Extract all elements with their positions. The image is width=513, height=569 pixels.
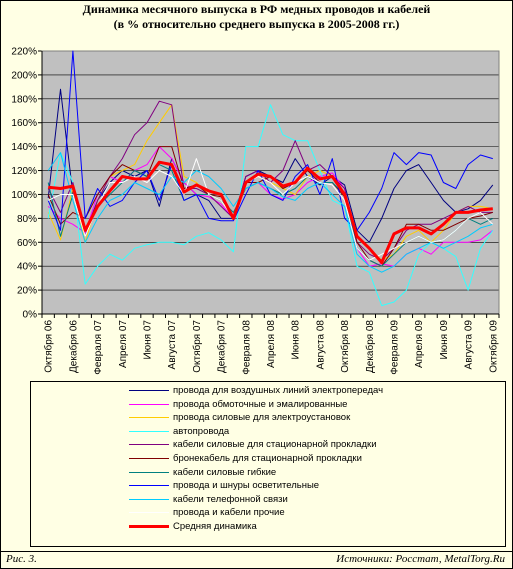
legend-swatch: [129, 512, 169, 514]
y-tick-label: 120%: [11, 166, 37, 177]
x-tick-label: Декабря 06: [67, 320, 79, 373]
x-tick-label: Августа 09: [464, 320, 475, 370]
legend-label: кабели силовые для стационарной прокладк…: [173, 439, 377, 451]
y-tick-label: 220%: [11, 47, 37, 58]
legend-swatch: [129, 498, 169, 500]
x-tick-label: Октября 06: [43, 320, 55, 373]
y-tick-label: 180%: [11, 94, 37, 105]
legend-swatch: [129, 458, 169, 459]
legend-swatch: [129, 485, 169, 487]
legend-item: Средняя динамика: [31, 520, 501, 533]
legend-label: автопровода: [173, 425, 230, 437]
y-tick-label: 20%: [17, 286, 37, 297]
legend-label: провода и кабели прочие: [173, 507, 285, 519]
chart-title-line-2: (в % относительно среднего выпуска в 200…: [113, 17, 400, 31]
x-tick-label: Октября 08: [339, 320, 351, 373]
legend-swatch: [129, 403, 169, 405]
x-tick-label: Апреля 09: [414, 320, 425, 368]
x-tick-label: Октября 09: [487, 320, 499, 373]
legend-item: бронекабель для стационарной прокладки: [31, 452, 501, 465]
legend-item: кабели силовые гибкие: [31, 466, 501, 479]
chart-legend: провода для воздушных линий электроперед…: [30, 381, 506, 547]
legend-label: бронекабель для стационарной прокладки: [173, 453, 362, 464]
x-tick-label: Декабря 08: [364, 320, 376, 373]
y-tick-label: 160%: [11, 118, 37, 129]
legend-item: кабели силовые для стационарной прокладк…: [31, 438, 501, 451]
y-tick-label: 140%: [11, 142, 37, 153]
x-tick-label: Декабря 07: [216, 320, 228, 373]
legend-label: Средняя динамика: [173, 521, 257, 532]
legend-label: провода для воздушных линий электроперед…: [173, 385, 384, 396]
x-tick-label: Октября 07: [191, 320, 203, 373]
legend-item: провода силовые для электроустановок: [31, 411, 501, 424]
legend-swatch: [129, 471, 169, 473]
series-line-10: [47, 158, 494, 261]
x-tick-label: Февраля 07: [93, 320, 104, 375]
legend-swatch: [129, 390, 169, 391]
footer-divider: [1, 551, 512, 552]
line-chart: 0% 20% 40% 60% 80% 100% 120% 140% 160% 180% 200% 22…: [11, 47, 500, 375]
legend-swatch: [129, 430, 169, 432]
x-tick-label: Апреля 08: [266, 320, 277, 368]
y-tick-label: 60%: [17, 238, 37, 249]
y-tick-label: 0%: [23, 310, 38, 321]
x-tick-label: Июня 09: [439, 320, 450, 360]
x-tick-label: Августа 08: [315, 320, 326, 370]
x-tick-label: Июня 07: [142, 320, 153, 360]
legend-item: провода и кабели прочие: [31, 506, 501, 519]
x-tick-label: Февраля 08: [241, 320, 252, 375]
source-text: Источники: Росстат, MetalTorg.Ru: [336, 553, 505, 565]
legend-swatch: [129, 525, 169, 528]
y-tick-label: 80%: [17, 214, 37, 225]
series-line-4: [47, 104, 494, 307]
legend-label: провода обмоточные и эмалированные: [173, 398, 348, 410]
x-tick-label: Апреля 07: [118, 320, 129, 368]
legend-item: кабели телефонной связи: [31, 493, 501, 506]
legend-item: автопровода: [31, 425, 501, 438]
legend-label: провода силовые для электроустановок: [173, 412, 351, 424]
chart-title: Динамика месячного выпуска в РФ медных п…: [0, 2, 513, 32]
legend-item: провода обмоточные и эмалированные: [31, 398, 501, 411]
legend-item: провода для воздушных линий электроперед…: [31, 384, 501, 397]
series-line-8: [47, 50, 493, 231]
figure-label: Рис. 3.: [6, 553, 37, 565]
chart-title-line-1: Динамика месячного выпуска в РФ медных п…: [82, 2, 431, 16]
legend-label: кабели телефонной связи: [173, 493, 288, 505]
y-tick-label: 200%: [11, 70, 37, 81]
y-tick-label: 40%: [17, 262, 37, 273]
legend-label: кабели силовые гибкие: [173, 466, 277, 478]
x-tick-label: Августа 07: [167, 320, 178, 370]
legend-swatch: [129, 417, 169, 419]
series-line-11: [48, 160, 493, 265]
legend-label: провода и шнуры осветительные: [173, 480, 320, 492]
y-tick-label: 100%: [11, 190, 37, 201]
x-tick-label: Июня 08: [291, 320, 302, 360]
legend-item: провода и шнуры осветительные: [31, 479, 501, 492]
legend-swatch: [129, 444, 169, 446]
series-line-9: [47, 152, 493, 273]
x-tick-label: Февраля 09: [390, 320, 401, 375]
